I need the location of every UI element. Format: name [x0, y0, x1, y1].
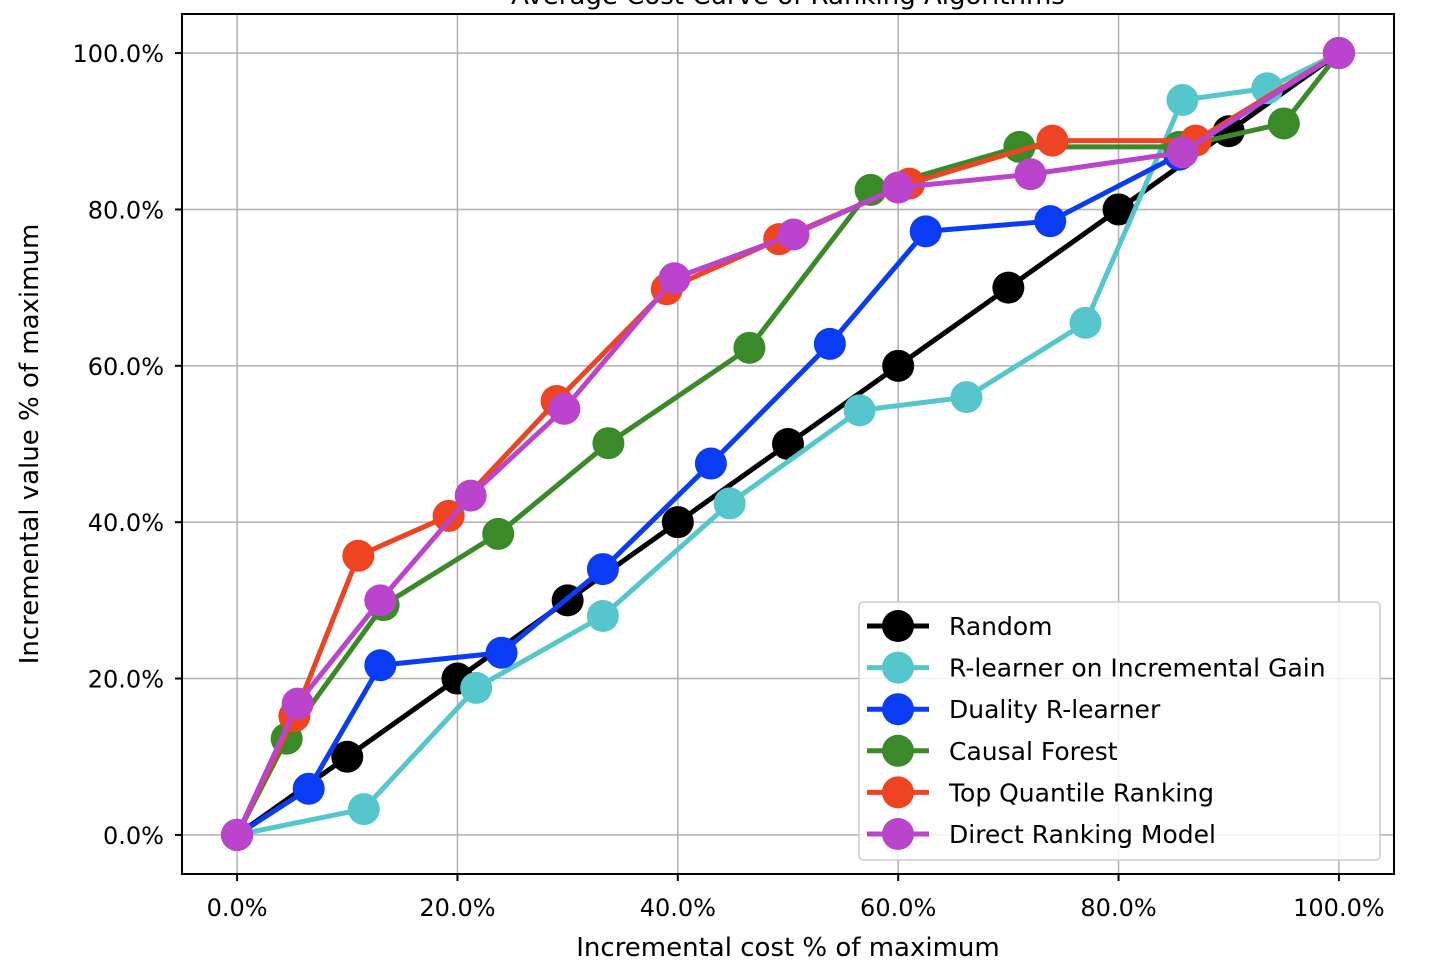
series-direct-ranking-model	[221, 37, 1355, 851]
data-point-direct-ranking-model	[548, 392, 581, 425]
x-axis-label: Incremental cost % of maximum	[576, 933, 999, 963]
plot-area-frame	[181, 13, 1395, 875]
data-point-r-learner-on-incremental-gain	[843, 394, 876, 427]
x-tick-label: 0.0%	[207, 894, 268, 922]
data-point-duality-r-learner	[909, 215, 942, 248]
data-point-r-learner-on-incremental-gain	[347, 793, 380, 826]
data-point-direct-ranking-model	[882, 171, 915, 204]
x-tick-label: 100.0%	[1293, 894, 1385, 922]
data-point-causal-forest	[733, 331, 766, 364]
x-tick-label: 60.0%	[860, 894, 936, 922]
data-point-direct-ranking-model	[221, 818, 254, 851]
data-point-top-quantile-ranking	[342, 539, 375, 572]
legend-swatch-marker	[882, 610, 914, 642]
data-point-direct-ranking-model	[658, 262, 691, 295]
data-point-random	[882, 349, 915, 382]
data-point-causal-forest	[592, 427, 625, 460]
y-tick-label: 100.0%	[72, 40, 164, 68]
data-point-causal-forest	[1267, 107, 1300, 140]
data-point-random	[772, 428, 804, 460]
data-point-duality-r-learner	[813, 327, 846, 360]
legend-label: Random	[949, 612, 1053, 641]
chart-title: Average Cost Curve of Ranking Algorithms	[511, 0, 1065, 11]
data-point-direct-ranking-model	[777, 218, 810, 251]
data-point-direct-ranking-model	[364, 584, 397, 617]
y-tick-label: 0.0%	[103, 822, 164, 850]
plot-series	[221, 37, 1355, 851]
legend-entry-direct-ranking-model: Direct Ranking Model	[867, 818, 1216, 850]
data-point-r-learner-on-incremental-gain	[713, 487, 746, 520]
data-point-r-learner-on-incremental-gain	[460, 671, 493, 704]
legend-swatch-marker	[882, 734, 914, 767]
legend-label: Top Quantile Ranking	[948, 778, 1214, 807]
data-point-duality-r-learner	[485, 636, 518, 669]
data-point-top-quantile-ranking	[1036, 124, 1069, 157]
data-point-direct-ranking-model	[281, 687, 314, 720]
data-point-direct-ranking-model	[1166, 136, 1199, 169]
data-point-causal-forest	[482, 517, 515, 550]
data-point-r-learner-on-incremental-gain	[586, 600, 619, 632]
legend-entry-r-learner-on-incremental-gain: R-learner on Incremental Gain	[867, 651, 1326, 684]
data-point-duality-r-learner	[694, 447, 727, 480]
data-point-top-quantile-ranking	[432, 499, 465, 532]
legend-label: Causal Forest	[949, 737, 1118, 766]
legend-label: Direct Ranking Model	[949, 820, 1216, 849]
legend-swatch-marker	[882, 693, 914, 726]
legend-entry-random: Random	[867, 610, 1053, 642]
legend-entry-top-quantile-ranking: Top Quantile Ranking	[867, 776, 1214, 809]
y-tick-label: 20.0%	[88, 666, 164, 694]
data-point-random	[992, 271, 1025, 304]
data-point-r-learner-on-incremental-gain	[1166, 84, 1199, 116]
legend-swatch-marker	[882, 651, 914, 684]
data-point-duality-r-learner	[586, 553, 619, 586]
x-tick-label: 20.0%	[419, 894, 495, 922]
axis-ticks: 0.0% 20.0% 40.0% 60.0% 80.0% 100.0% 0.0% 20.0% 4…	[72, 40, 1384, 922]
data-point-r-learner-on-incremental-gain	[1069, 306, 1102, 339]
legend-swatch-marker	[882, 776, 914, 809]
data-point-random	[1102, 193, 1135, 226]
legend-box	[858, 601, 1381, 861]
data-point-duality-r-learner	[364, 649, 397, 682]
data-point-random	[661, 506, 694, 539]
y-tick-label: 60.0%	[88, 353, 164, 381]
data-point-duality-r-learner	[292, 772, 325, 805]
data-point-r-learner-on-incremental-gain	[950, 381, 983, 414]
data-point-duality-r-learner	[1034, 205, 1067, 238]
x-tick-label: 40.0%	[640, 894, 716, 922]
data-point-direct-ranking-model	[1322, 37, 1355, 70]
y-axis-label: Incremental value % of maximum	[15, 224, 45, 665]
legend-entry-duality-r-learner: Duality R-learner	[867, 693, 1161, 726]
x-tick-label: 80.0%	[1080, 894, 1156, 922]
legend-label: Duality R-learner	[949, 695, 1161, 724]
data-point-direct-ranking-model	[1014, 158, 1047, 191]
legend-label: R-learner on Incremental Gain	[949, 654, 1326, 683]
data-point-random	[331, 740, 364, 773]
y-tick-label: 40.0%	[88, 509, 164, 537]
y-tick-label: 80.0%	[88, 196, 164, 224]
legend-swatch-marker	[882, 818, 914, 850]
legend: Random R-learner on Incremental Gain Duali…	[858, 601, 1381, 861]
data-point-direct-ranking-model	[454, 479, 487, 512]
grid	[182, 14, 1394, 874]
legend-entry-causal-forest: Causal Forest	[867, 734, 1118, 767]
